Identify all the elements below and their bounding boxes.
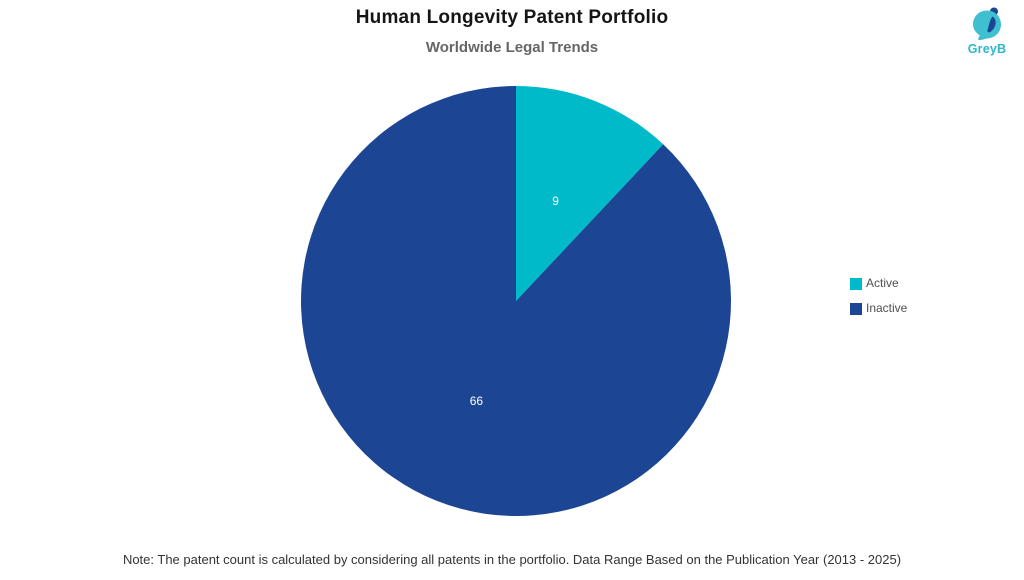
legend-item-active[interactable]: Active <box>850 277 907 290</box>
greyb-logo-icon <box>973 7 1001 41</box>
pie-chart: 9 66 <box>301 86 732 516</box>
legend-item-inactive[interactable]: Inactive <box>850 302 907 315</box>
pie-slice-active[interactable] <box>516 86 664 301</box>
legend-swatch-active <box>850 277 862 290</box>
pie-data-label-inactive: 66 <box>470 394 484 408</box>
chart-title: Human Longevity Patent Portfolio <box>355 7 669 28</box>
legend: Active Inactive <box>850 277 907 327</box>
legend-label-inactive: Inactive <box>866 301 908 315</box>
pie-slice-inactive[interactable] <box>301 86 732 516</box>
legend-label-active: Active <box>866 276 899 290</box>
greyb-logo-text: GreyB <box>967 42 1007 56</box>
pie-data-label-active: 9 <box>552 194 559 208</box>
legend-swatch-inactive <box>850 302 862 315</box>
footnote: Note: The patent count is calculated by … <box>122 552 902 567</box>
greyb-logo: GreyB <box>961 5 1013 56</box>
chart-subtitle: Worldwide Legal Trends <box>425 39 599 56</box>
